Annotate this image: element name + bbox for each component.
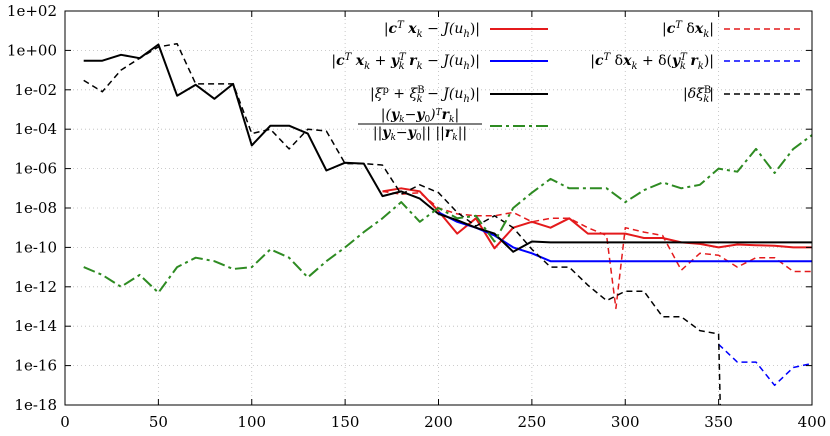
x-tick-label: 200 — [424, 413, 453, 431]
series-line-5 — [83, 42, 721, 405]
y-tick-label: 1e-08 — [14, 199, 57, 217]
y-tick-label: 1e-14 — [14, 317, 57, 335]
x-tick-label: 150 — [331, 413, 360, 431]
x-tick-label: 50 — [149, 413, 168, 431]
y-tick-label: 1e-06 — [14, 160, 57, 178]
x-tick-label: 350 — [704, 413, 733, 431]
data-series — [83, 42, 812, 405]
axis-ticks: 0 50 100 150 200 250 300 350 400 1e+02 1e+00 1e-02 1… — [7, 2, 826, 431]
legend-label-green-numerator: |(yk−y0)Trk| — [381, 107, 459, 125]
series-line-0 — [382, 187, 812, 250]
y-tick-label: 1e+00 — [7, 41, 57, 59]
x-tick-label: 100 — [237, 413, 266, 431]
y-tick-label: 1e-12 — [14, 278, 57, 296]
y-tick-label: 1e-10 — [14, 238, 57, 256]
y-tick-label: 1e-04 — [14, 120, 57, 138]
y-tick-label: 1e-16 — [14, 357, 57, 375]
legend-label-red-dashed: |cT δxk| — [662, 20, 714, 40]
series-line-4 — [83, 43, 812, 253]
x-tick-label: 400 — [798, 413, 827, 431]
series-line-6 — [83, 134, 812, 294]
legend-label-blue-dashed: |cT δxk + δ(yT k rk)| — [590, 52, 714, 72]
series-line-3 — [718, 343, 812, 387]
x-tick-label: 0 — [60, 413, 70, 431]
legend-label-blue-solid: |cT xk + yT k rk − J(uh)| — [331, 52, 480, 72]
y-tick-label: 1e+02 — [7, 2, 57, 20]
x-tick-label: 250 — [518, 413, 547, 431]
legend-label-red-solid: |cT xk − J(uh)| — [384, 20, 480, 40]
series-line-1 — [382, 190, 812, 310]
x-tick-label: 300 — [611, 413, 640, 431]
legend-label-black-solid: |ξp + ξB k − J(uh)| — [370, 85, 480, 105]
legend: |cT xk − J(uh)| |cT xk + yT k rk − J(uh)|… — [331, 20, 800, 143]
legend-label-black-dashed: |δξB k| — [683, 85, 714, 105]
y-tick-label: 1e-02 — [14, 81, 57, 99]
y-tick-label: 1e-18 — [14, 396, 57, 414]
legend-label-green-denominator: ||yk−y0|| ||rk|| — [373, 125, 467, 143]
